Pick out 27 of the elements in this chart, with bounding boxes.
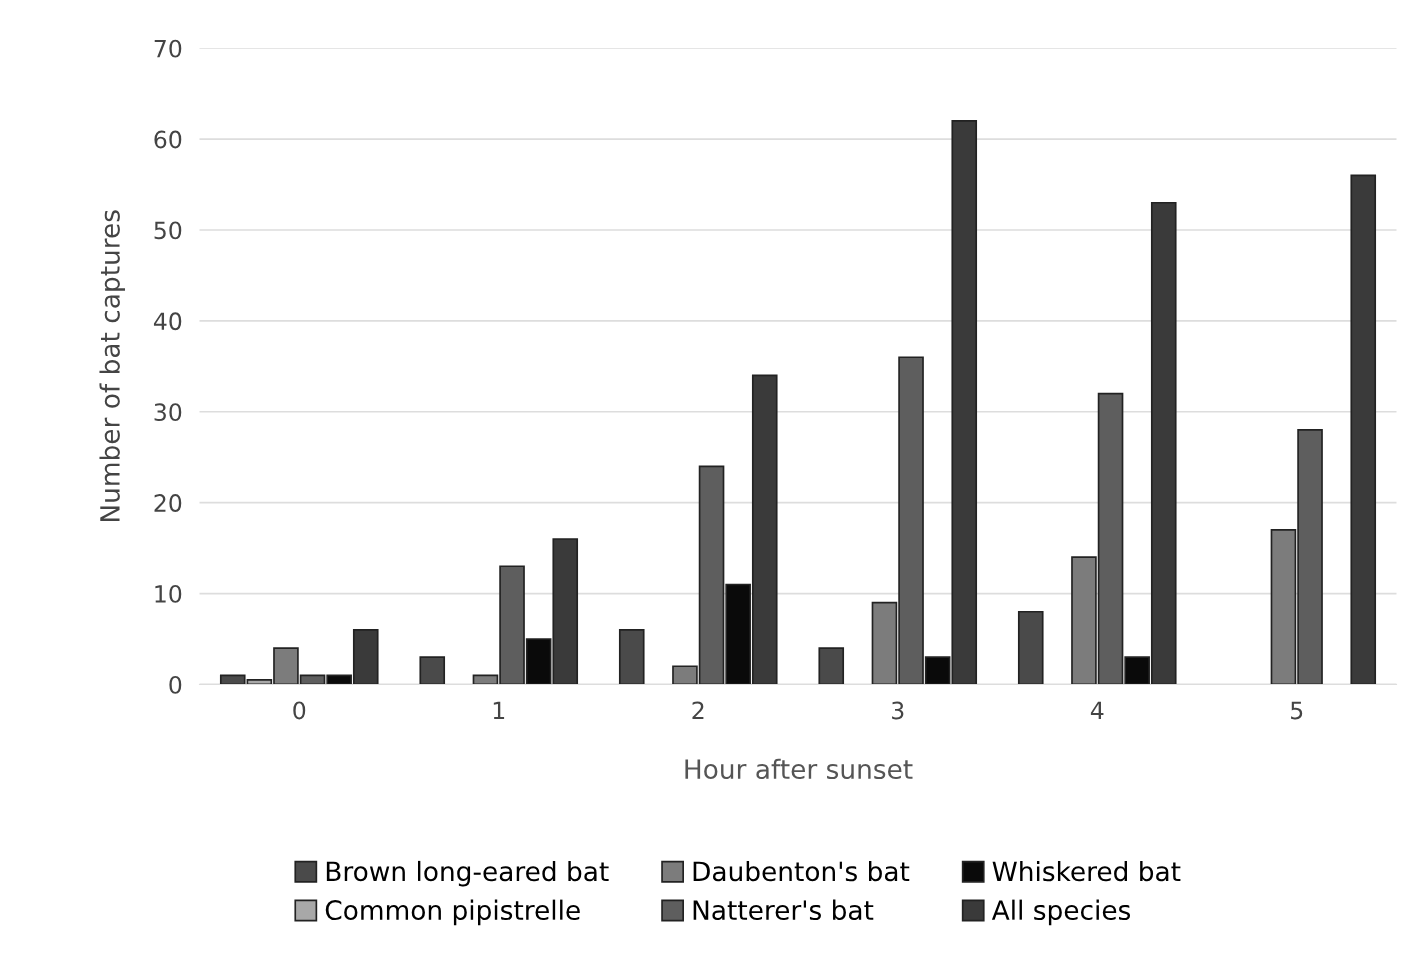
x-tick-label: 5 [1291, 701, 1303, 720]
legend-label: Brown long-eared bat [326, 860, 609, 887]
y-tick-label: 60 [154, 130, 182, 149]
y-tick-label: 70 [154, 39, 182, 58]
legend-label: Daubenton's bat [693, 860, 910, 882]
bar [818, 647, 845, 685]
x-tick-label: 1 [493, 701, 505, 720]
x-tick-label: 3 [892, 701, 904, 720]
x-tick-label: 0 [293, 701, 306, 720]
y-tick-label: 30 [154, 403, 182, 422]
bar [1350, 174, 1377, 685]
legend-label: Common pipistrelle [325, 899, 580, 926]
bar [1017, 610, 1044, 685]
y-tick-label: 20 [154, 494, 182, 512]
x-axis-title: Hour after sunset [685, 758, 913, 780]
legend-label: Whiskered bat [992, 860, 1181, 882]
legend-label: All species [991, 899, 1131, 926]
legend-label: Natterer's bat [693, 899, 874, 921]
bar [419, 656, 446, 685]
y-tick-label: 10 [155, 585, 182, 603]
bar [618, 629, 645, 685]
y-tick-label: 0 [169, 675, 182, 694]
x-tick-label: 2 [692, 701, 704, 720]
y-axis-title: Number of bat captures [99, 210, 126, 522]
x-tick-label: 4 [1090, 701, 1104, 720]
y-tick-label: 40 [153, 312, 182, 331]
y-tick-label: 50 [154, 221, 182, 240]
